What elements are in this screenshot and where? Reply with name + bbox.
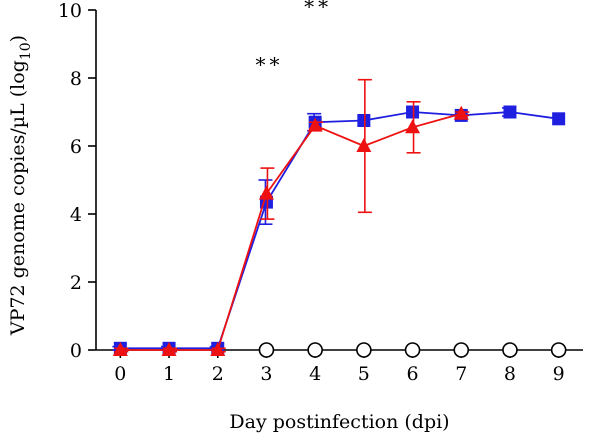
data-point-open-circle (258, 342, 275, 358)
y-tick-label: 10 (58, 0, 82, 22)
y-tick-label: 6 (70, 136, 82, 158)
data-point-open-circle (404, 342, 421, 358)
x-axis-title: Day postinfection (dpi) (229, 411, 449, 433)
x-tick-label: 3 (260, 363, 272, 385)
ticks: 0 1 2 3 4 5 6 7 8 9 0 2 4 6 8 10 (58, 0, 565, 385)
series-line (120, 111, 559, 350)
x-tick-label: 1 (163, 363, 175, 385)
x-tick-label: 7 (455, 363, 467, 385)
series-square (112, 105, 566, 355)
series-open-circle (258, 342, 567, 358)
data-point-triangle (258, 185, 274, 200)
data-point-triangle (356, 138, 372, 152)
significance-marker: ** (304, 0, 332, 19)
data-point-open-circle (356, 342, 372, 358)
data-point-open-circle (502, 342, 518, 358)
series-line (120, 112, 462, 351)
y-axis-title-subscript: 10 (18, 42, 34, 60)
data-point-square (552, 112, 566, 126)
y-axis-title-main: VP72 genome copies/µL (log (7, 60, 29, 336)
x-tick-label: 4 (309, 363, 321, 385)
data-point-square (357, 114, 371, 127)
series-layer (112, 78, 567, 358)
data-point-open-circle (453, 342, 470, 358)
axes (95, 10, 583, 351)
y-axis-title: VP72 genome copies/µL (log10) (7, 35, 34, 336)
y-tick-label: 0 (70, 340, 82, 362)
data-point-square (406, 105, 420, 119)
x-tick-label: 8 (504, 363, 516, 385)
data-point-triangle (161, 342, 177, 356)
y-axis-title-close: ) (7, 35, 29, 42)
series-triangle (112, 78, 470, 356)
y-tick-label: 2 (70, 272, 82, 294)
annotations: ************ (255, 0, 332, 76)
y-tick-label: 8 (70, 68, 82, 90)
x-tick-label: 5 (358, 363, 370, 385)
data-point-triangle (307, 117, 323, 132)
x-tick-label: 2 (212, 363, 224, 385)
data-point-triangle (405, 119, 421, 134)
significance-marker: ** (255, 52, 283, 76)
data-point-triangle (112, 342, 128, 356)
data-point-open-circle (550, 342, 567, 358)
data-point-square (503, 105, 517, 119)
x-tick-label: 9 (553, 363, 565, 385)
data-point-triangle (210, 342, 226, 356)
y-tick-label: 4 (70, 204, 82, 226)
x-tick-label: 0 (114, 363, 126, 385)
data-point-open-circle (307, 342, 323, 358)
data-point-triangle (453, 105, 469, 120)
x-tick-label: 6 (407, 363, 419, 385)
